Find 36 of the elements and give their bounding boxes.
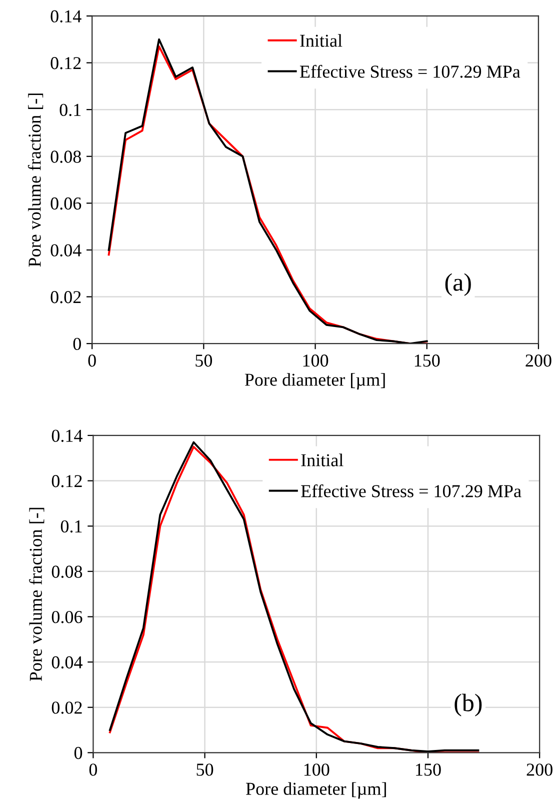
y-tick-label: 0	[74, 746, 82, 760]
y-tick-label: 0	[73, 338, 81, 350]
legend-label: Effective Stress = 107.29 MPa	[300, 64, 520, 78]
y-tick-label: 0.08	[52, 566, 82, 578]
y-tick-label: 0.06	[50, 197, 82, 210]
x-tick-label: 200	[526, 354, 552, 367]
y-tick-label: 0.02	[52, 702, 82, 714]
x-tick-label: 200	[526, 764, 552, 776]
x-tick-label: 0	[88, 354, 96, 367]
x-axis-title: Pore diameter [µm]	[246, 782, 386, 799]
y-tick-label: 0.14	[50, 10, 82, 22]
y-tick-label: 0.12	[50, 57, 81, 70]
x-tick-label: 100	[303, 354, 328, 367]
annotation: (a)	[445, 273, 471, 296]
y-tick-label: 0.06	[52, 610, 82, 624]
x-tick-label: 50	[196, 354, 212, 367]
y-tick-label: 0.08	[50, 150, 81, 163]
y-tick-label: 0.04	[52, 656, 82, 669]
y-tick-label: 0.02	[50, 291, 81, 304]
x-axis-title: Pore diameter [µm]	[244, 373, 385, 390]
y-tick-label: 0.04	[50, 244, 82, 256]
legend-label: Effective Stress = 107.29 MPa	[301, 484, 522, 498]
y-tick-label: 0.12	[52, 475, 82, 488]
annotation: (b)	[454, 694, 482, 716]
x-tick-label: 50	[196, 764, 214, 776]
x-tick-label: 150	[414, 354, 440, 367]
y-tick-label: 0.14	[52, 430, 82, 442]
y-tick-label: 0.1	[60, 520, 82, 533]
x-tick-label: 0	[89, 764, 98, 776]
legend-label: Initial	[301, 454, 344, 466]
x-tick-label: 100	[304, 764, 330, 776]
y-axis-title: Pore volume fraction [-]	[29, 508, 44, 682]
legend-label: Initial	[300, 34, 342, 47]
y-tick-label: 0.1	[60, 104, 81, 116]
x-tick-label: 150	[416, 764, 441, 776]
y-axis-title: Pore volume fraction [-]	[28, 94, 44, 267]
